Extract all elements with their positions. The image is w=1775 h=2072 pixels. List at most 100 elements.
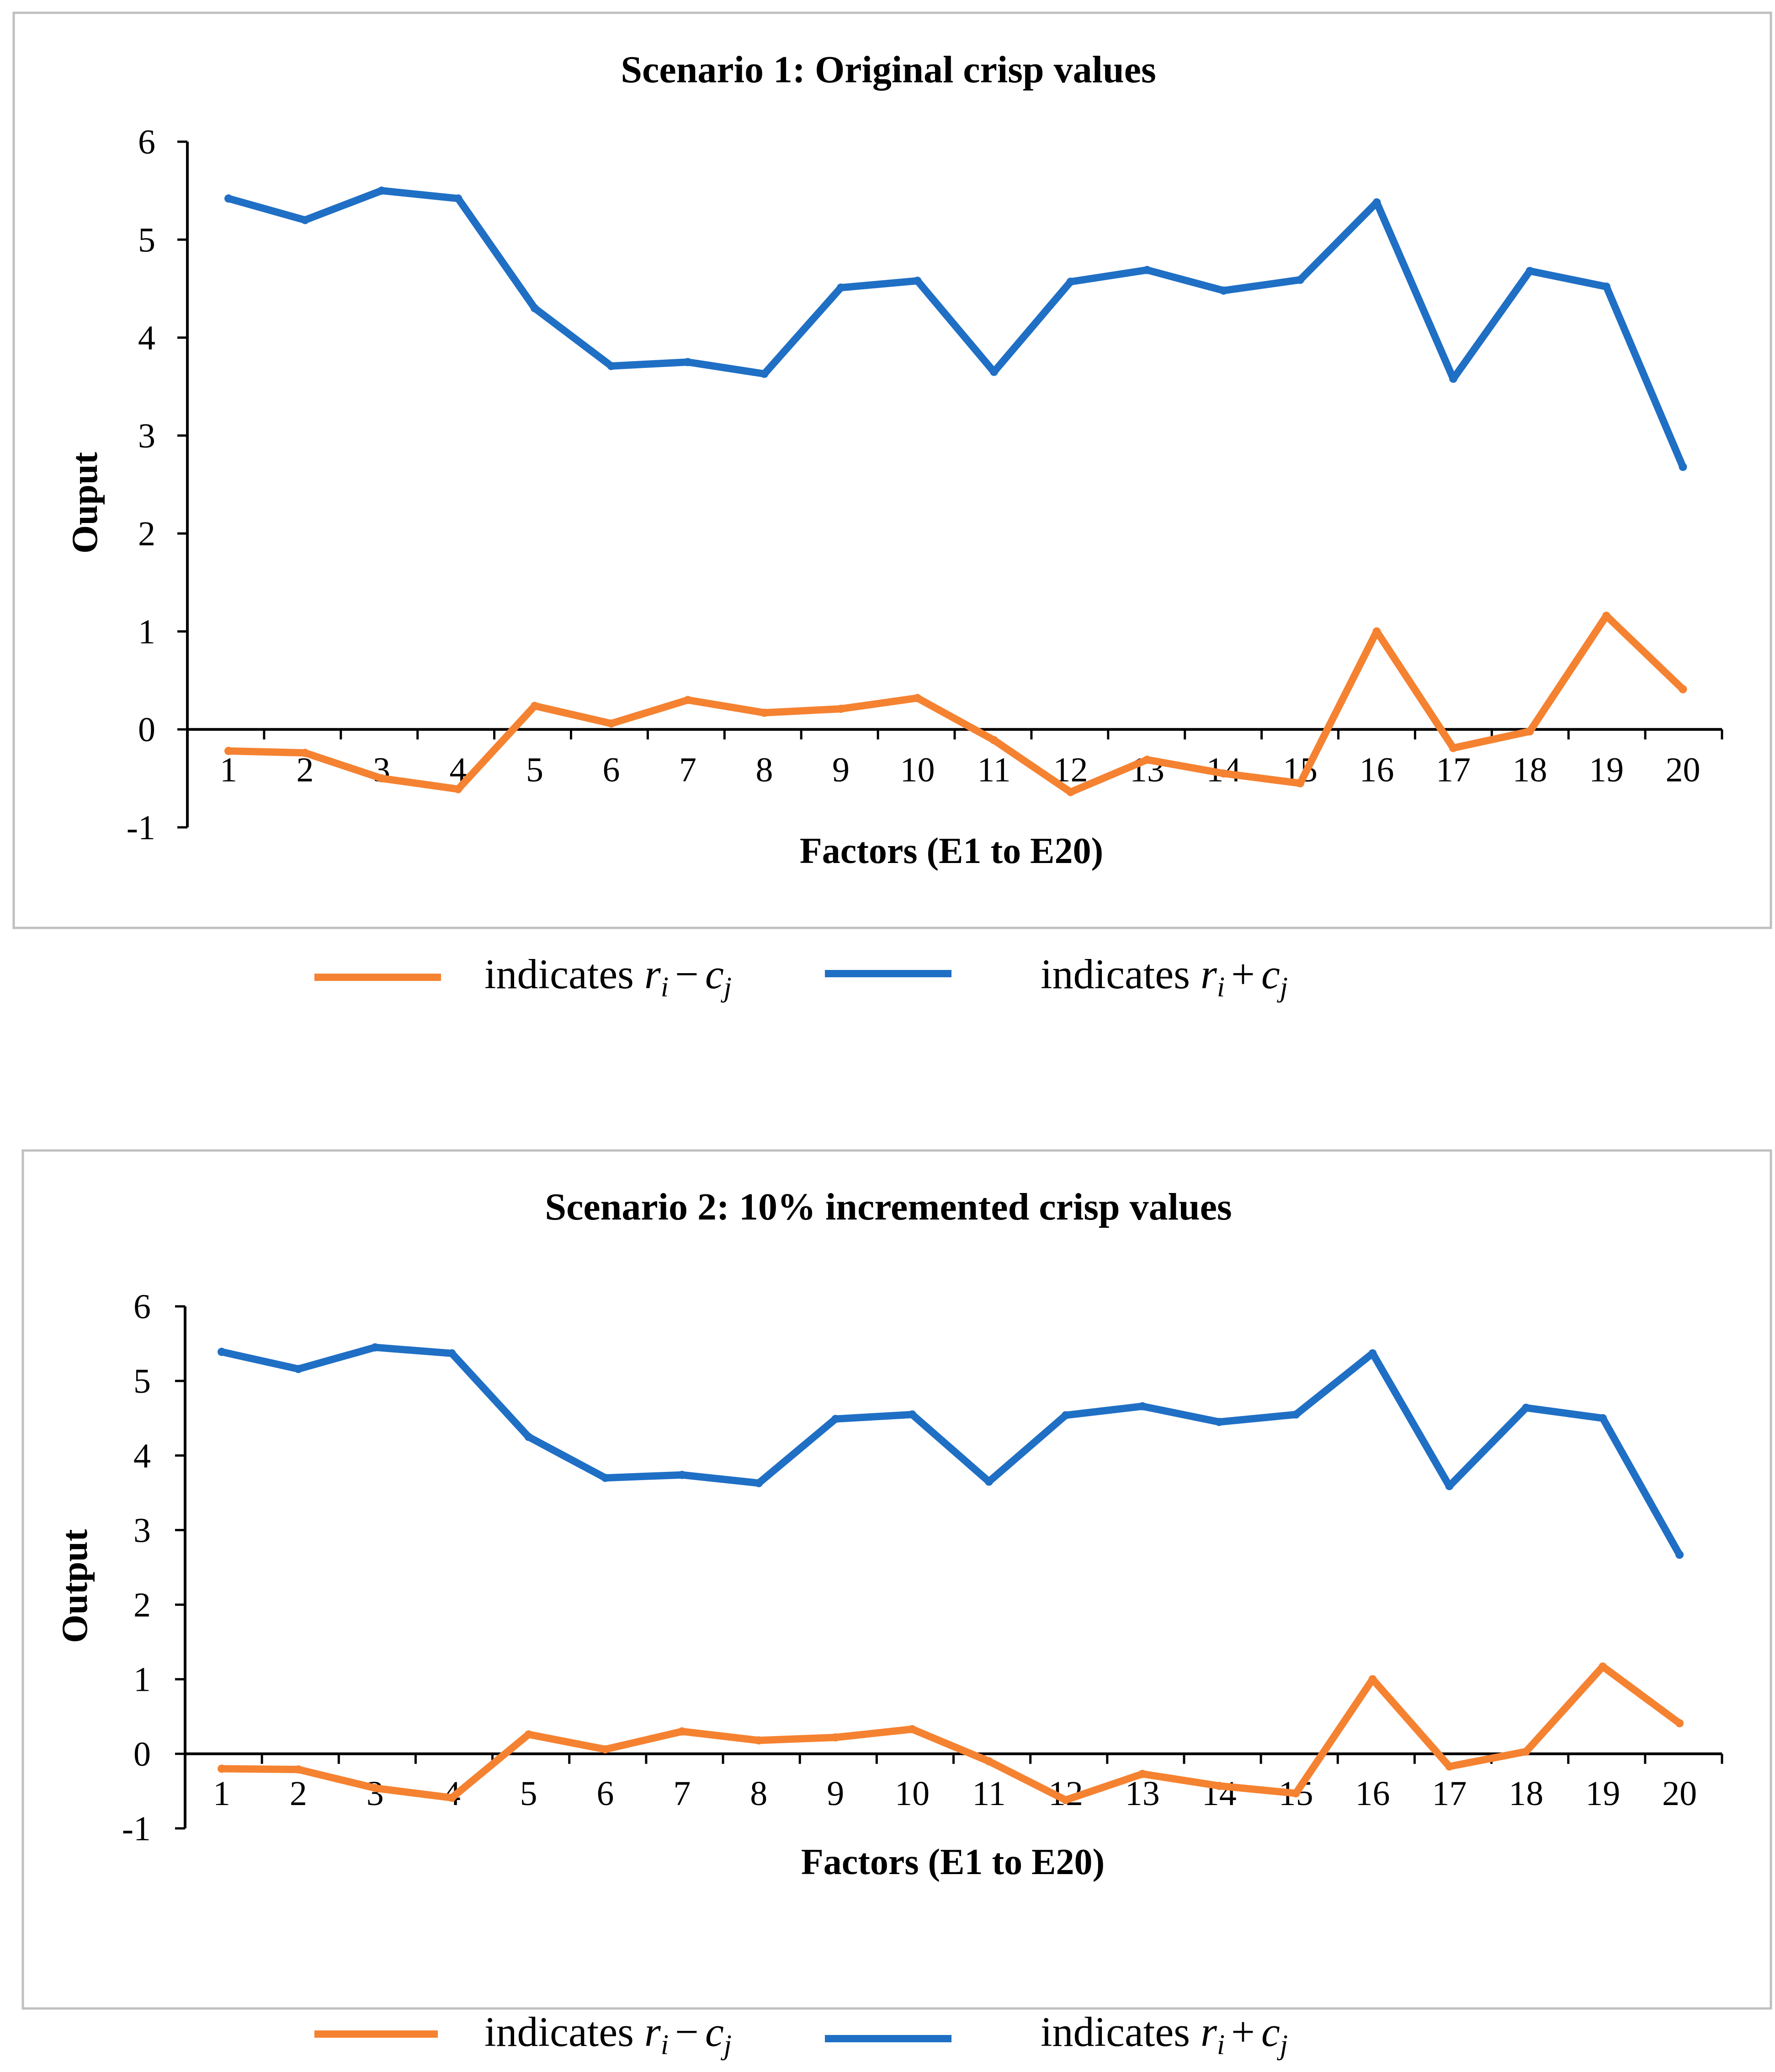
y-tick-label: 2	[138, 515, 155, 553]
data-point	[831, 1415, 840, 1423]
data-point	[1522, 1403, 1531, 1412]
x-tick-label: 9	[827, 1774, 844, 1813]
x-tick-label: 5	[526, 751, 543, 789]
data-point	[1675, 1550, 1684, 1559]
data-point	[454, 194, 462, 203]
y-tick-label: -1	[127, 809, 155, 847]
data-point	[1599, 1414, 1607, 1422]
data-point	[1296, 779, 1304, 788]
series-line-diff	[225, 612, 1687, 796]
y-tick-label: 1	[138, 613, 155, 651]
x-tick-label: 17	[1436, 751, 1471, 789]
y-axis-title: Output	[55, 1529, 95, 1643]
data-point	[1675, 1719, 1684, 1727]
data-point	[684, 358, 692, 367]
data-point	[1368, 1349, 1377, 1358]
x-tick-label: 20	[1662, 1774, 1697, 1813]
chart-title: Scenario 1: Original crisp values	[621, 48, 1156, 91]
data-point	[837, 704, 845, 713]
data-point	[913, 694, 922, 703]
y-axis-title: Ouput	[65, 452, 105, 554]
series-line-sum	[218, 1343, 1684, 1559]
data-point	[990, 368, 998, 376]
series-line-diff	[218, 1663, 1684, 1804]
data-point	[1061, 1796, 1070, 1805]
x-tick-label: 8	[750, 1774, 767, 1813]
data-point	[224, 194, 233, 203]
y-tick-label: -1	[122, 1810, 151, 1848]
chart-scenario-2: Scenario 2: 10% incremented crisp values…	[21, 1149, 1772, 2010]
data-point	[755, 1479, 763, 1487]
plot-area	[224, 186, 1687, 796]
data-point	[1602, 282, 1610, 291]
data-point	[531, 304, 539, 313]
y-tick-label: 6	[133, 1288, 151, 1326]
data-point	[447, 1349, 456, 1358]
y-tick-label: 5	[133, 1362, 151, 1401]
legend-label-plus: indicates ri + cj	[1041, 2008, 1288, 2061]
data-point	[1215, 1417, 1223, 1426]
data-point	[755, 1736, 763, 1745]
y-tick-label: 4	[138, 319, 155, 357]
data-point	[601, 1474, 610, 1482]
data-point	[913, 277, 922, 285]
data-point	[1445, 1482, 1454, 1491]
x-tick-label: 6	[603, 751, 620, 789]
data-point	[218, 1348, 226, 1356]
y-tick-label: 4	[133, 1437, 151, 1475]
data-point	[1679, 685, 1687, 693]
data-point	[1522, 1747, 1531, 1756]
data-point	[294, 1765, 303, 1774]
y-tick-label: 6	[138, 123, 155, 161]
x-tick-label: 18	[1513, 751, 1547, 789]
chart-scenario-1: Scenario 1: Original crisp values Ouput …	[12, 11, 1772, 929]
data-point	[1449, 374, 1457, 383]
data-point	[1143, 756, 1151, 764]
data-point	[1525, 727, 1534, 735]
chart-title: Scenario 2: 10% incremented crisp values	[545, 1186, 1232, 1228]
data-point	[908, 1725, 917, 1734]
data-point	[1599, 1662, 1607, 1671]
chart-frame	[21, 1149, 1772, 2010]
x-tick-label: 6	[597, 1774, 614, 1813]
data-point	[1679, 463, 1687, 471]
x-tick-label: 7	[673, 1774, 691, 1813]
x-tick-label: 10	[895, 1774, 930, 1813]
x-axis-ticks: 1234567891011121314151617181920	[184, 1753, 1723, 1813]
axes	[186, 142, 1722, 827]
plot-area	[218, 1343, 1684, 1805]
data-point	[1291, 1789, 1300, 1798]
data-point	[1143, 266, 1151, 274]
y-axis-ticks: -1 0 1 2 3 4 5 6	[127, 123, 187, 847]
x-tick-label: 3	[373, 751, 390, 789]
data-point	[218, 1764, 226, 1773]
data-point	[985, 1477, 993, 1486]
legend-label-minus: indicates ri − cj	[484, 951, 732, 1003]
x-axis-title: Factors (E1 to E20)	[801, 1842, 1105, 1882]
x-tick-label: 18	[1509, 1774, 1543, 1813]
data-point	[1066, 277, 1075, 286]
data-point	[1372, 627, 1381, 636]
x-tick-label: 9	[832, 751, 850, 789]
data-point	[224, 746, 233, 755]
axes	[184, 1306, 1722, 1828]
data-point	[985, 1757, 993, 1766]
x-tick-label: 2	[290, 1774, 307, 1813]
data-point	[1138, 1769, 1147, 1778]
y-tick-label: 0	[138, 711, 155, 749]
legend-label-minus: indicates ri − cj	[484, 2008, 732, 2061]
data-point	[1602, 612, 1610, 620]
x-tick-label: 16	[1360, 751, 1394, 789]
data-point	[607, 719, 616, 728]
y-tick-label: 2	[133, 1586, 151, 1625]
data-point	[831, 1733, 840, 1742]
data-point	[1066, 788, 1075, 796]
x-tick-label: 1	[213, 1774, 230, 1813]
data-point	[678, 1727, 686, 1736]
legend-scenario-1: indicates ri − cj indicates ri + cj	[314, 951, 1288, 1003]
data-point	[454, 785, 462, 794]
data-point	[377, 774, 386, 783]
data-point	[371, 1784, 379, 1792]
y-tick-label: 0	[133, 1735, 151, 1774]
data-point	[1219, 286, 1228, 295]
